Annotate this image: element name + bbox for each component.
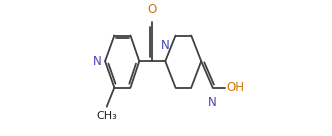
Text: O: O xyxy=(147,3,157,16)
Text: CH₃: CH₃ xyxy=(96,111,117,121)
Text: N: N xyxy=(161,39,170,52)
Text: N: N xyxy=(93,55,102,68)
Text: OH: OH xyxy=(226,81,244,94)
Text: N: N xyxy=(208,96,217,109)
